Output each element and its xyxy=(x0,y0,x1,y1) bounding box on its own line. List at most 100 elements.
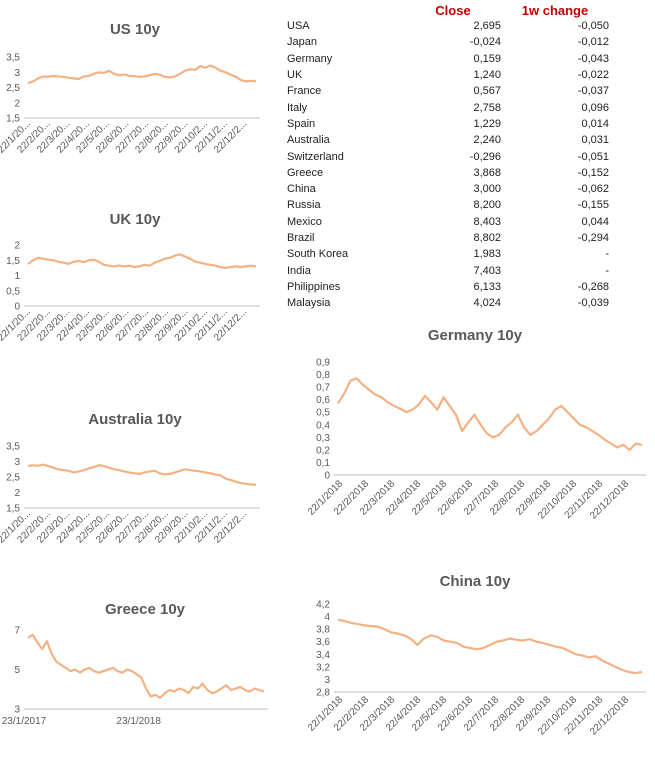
country-cell: Italy xyxy=(287,101,308,114)
close-cell: 1,240 xyxy=(473,69,501,82)
chart-greece: 3 5 7 23/1/2017 23/1/2018 xyxy=(2,626,268,727)
country-cell: China xyxy=(287,183,316,196)
country-cell: India xyxy=(287,264,311,277)
chart-title-australia: Australia 10y xyxy=(88,411,182,428)
y-tick-label: 0,3 xyxy=(316,433,330,444)
y-tick-label: 4 xyxy=(324,612,330,623)
y-tick-label: 1,5 xyxy=(6,504,20,515)
y-tick-label: 3 xyxy=(14,457,20,468)
change-cell: -0,051 xyxy=(577,150,609,163)
y-tick-label: 2 xyxy=(14,241,20,252)
table-row: Mexico 8,403 0,044 xyxy=(287,214,609,230)
change-cell: -0,022 xyxy=(577,69,609,82)
country-cell: Australia xyxy=(287,134,330,147)
table-row: South Korea 1,983 - xyxy=(287,246,609,262)
chart-germany: 00,10,20,30,40,50,60,70,80,922/1/201822/… xyxy=(306,358,646,522)
chart-title-china: China 10y xyxy=(439,573,511,590)
change-cell: -0,012 xyxy=(577,36,609,49)
bond-quotes-table: Close 1w change USA 2,695 -0,050 Japan -0,02… xyxy=(287,2,609,311)
y-tick-label: 0,2 xyxy=(316,445,330,456)
table-row: Japan -0,024 -0,012 xyxy=(287,34,609,50)
country-cell: Philippines xyxy=(287,280,341,293)
chart-australia: 1,522,533,522/1/20...22/2/20...22/3/20..… xyxy=(0,442,260,546)
country-cell: Brazil xyxy=(287,232,315,244)
y-tick-label: 3 xyxy=(14,68,20,79)
y-tick-label: 1,5 xyxy=(6,256,20,267)
change-cell: 0,044 xyxy=(581,215,609,228)
series-line-germany xyxy=(337,377,643,451)
chart-title-greece: Greece 10y xyxy=(104,601,186,618)
y-tick-label: 3 xyxy=(324,675,330,686)
table-body: USA 2,695 -0,050 Japan -0,024 -0,012 Germany 0,… xyxy=(287,18,609,311)
table-row: Spain 1,229 0,014 xyxy=(287,116,609,132)
country-cell: Mexico xyxy=(287,215,322,228)
change-cell: -0,037 xyxy=(577,85,609,98)
close-cell: 8,802 xyxy=(473,232,501,244)
close-cell: -0,024 xyxy=(469,36,501,49)
country-cell: South Korea xyxy=(287,248,349,261)
y-tick-label: 0,5 xyxy=(316,408,330,419)
y-tick-label: 1,5 xyxy=(6,114,20,125)
series-line-us xyxy=(27,64,257,85)
country-cell: Russia xyxy=(287,199,321,212)
change-cell: -0,062 xyxy=(577,183,609,196)
series-line-uk xyxy=(27,253,257,269)
country-cell: UK xyxy=(287,69,303,82)
change-cell: 0,014 xyxy=(581,117,609,130)
country-cell: USA xyxy=(287,20,310,33)
table-row: France 0,567 -0,037 xyxy=(287,83,609,99)
close-cell: 0,159 xyxy=(473,52,501,65)
close-cell: 7,403 xyxy=(473,264,501,277)
y-tick-label: 3,8 xyxy=(316,625,330,636)
chart-title-us: US 10y xyxy=(109,21,161,38)
x-tick-label: 23/1/2017 xyxy=(2,716,47,727)
country-cell: Malaysia xyxy=(287,297,331,310)
y-tick-label: 5 xyxy=(14,665,20,676)
change-cell: - xyxy=(605,264,609,277)
close-cell: 3,000 xyxy=(473,183,501,196)
change-cell: 0,031 xyxy=(581,134,609,147)
close-cell: 6,133 xyxy=(473,280,501,293)
y-tick-label: 3 xyxy=(14,705,20,716)
y-tick-label: 2,5 xyxy=(6,83,20,94)
y-tick-label: 2,8 xyxy=(316,688,330,699)
close-cell: 8,200 xyxy=(473,199,501,212)
country-cell: France xyxy=(287,85,322,98)
close-cell: 4,024 xyxy=(473,297,501,310)
y-tick-label: 0,6 xyxy=(316,395,330,406)
y-tick-label: 0 xyxy=(14,302,20,313)
close-cell: 2,240 xyxy=(473,134,501,147)
chart-china: 2,833,23,43,63,844,222/1/201822/2/201822… xyxy=(306,600,646,738)
table-row: Greece 3,868 -0,152 xyxy=(287,165,609,181)
chart-title-germany: Germany 10y xyxy=(427,327,523,344)
y-tick-label: 1 xyxy=(14,271,20,282)
y-tick-label: 0,9 xyxy=(316,358,330,369)
table-row: USA 2,695 -0,050 xyxy=(287,18,609,34)
close-cell: 0,567 xyxy=(473,85,501,98)
y-tick-label: 4,2 xyxy=(316,600,330,611)
change-cell: - xyxy=(605,248,609,261)
y-tick-label: 2 xyxy=(14,98,20,109)
change-cell: -0,268 xyxy=(577,280,609,293)
close-cell: 2,695 xyxy=(473,20,501,33)
series-line-china xyxy=(337,618,643,675)
y-tick-label: 3,5 xyxy=(6,53,20,64)
close-cell: 2,758 xyxy=(473,101,501,114)
series-line-greece xyxy=(27,633,265,700)
y-tick-label: 2,5 xyxy=(6,473,20,484)
y-tick-label: 0,8 xyxy=(316,370,330,381)
country-cell: Spain xyxy=(287,117,316,130)
close-column-header: Close xyxy=(435,2,471,18)
table-row: Malaysia 4,024 -0,039 xyxy=(287,295,609,311)
change-column-header: 1w change xyxy=(521,2,589,18)
y-tick-label: 0 xyxy=(324,471,330,482)
close-cell: 1,983 xyxy=(473,248,501,261)
y-tick-label: 3,4 xyxy=(316,650,330,661)
y-tick-label: 3,5 xyxy=(6,442,20,453)
table-row: Brazil 8,802 -0,294 xyxy=(287,230,609,246)
change-cell: -0,039 xyxy=(577,297,609,310)
y-tick-label: 3,6 xyxy=(316,637,330,648)
close-cell: 1,229 xyxy=(473,117,501,130)
chart-us: 1,522,533,522/1/20...22/2/20...22/3/20..… xyxy=(0,53,260,156)
